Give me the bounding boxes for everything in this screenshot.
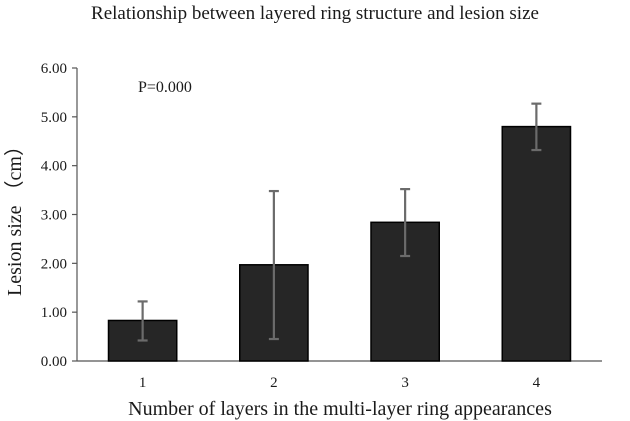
x-tick-label-4: 4 xyxy=(533,375,541,391)
chart-title: Relationship between layered ring struct… xyxy=(91,3,539,24)
x-axis-label: Number of layers in the multi-layer ring… xyxy=(128,398,552,420)
bar-4 xyxy=(501,125,572,362)
bars-group xyxy=(107,125,572,362)
x-tick-label-1: 1 xyxy=(139,375,147,391)
error-bars-group xyxy=(137,102,542,342)
y-tick-label: 4.00 xyxy=(41,159,67,175)
p-value-annotation: P=0.000 xyxy=(138,79,192,96)
y-axis-label: Lesion size （cm） xyxy=(3,136,26,296)
y-tick-label: 2.00 xyxy=(41,256,67,272)
y-axis-ticks: 0.00 1.00 2.00 3.00 4.00 5.00 6.00 xyxy=(41,61,77,370)
y-tick-label: 1.00 xyxy=(41,305,67,321)
y-tick-label: 3.00 xyxy=(41,208,67,224)
y-tick-label: 6.00 xyxy=(41,61,67,77)
x-axis-ticks: 1 2 3 4 xyxy=(139,375,541,391)
x-tick-label-3: 3 xyxy=(401,375,409,391)
x-tick-label-2: 2 xyxy=(270,375,278,391)
y-tick-label: 0.00 xyxy=(41,354,67,370)
y-tick-label: 5.00 xyxy=(41,110,67,126)
